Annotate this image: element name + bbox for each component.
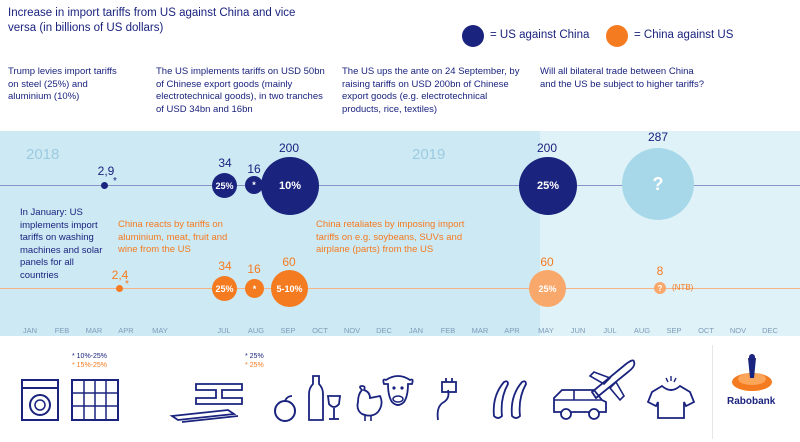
us-jul-value: 34 [218,156,232,170]
china-sep-circle: 5-10% [271,270,308,307]
note-january: In January: US implements import tariffs… [20,207,103,281]
note-us-50bn: The US implements tariffs on USD 50bn of… [156,66,325,115]
footnote-1-us: * 10%-25% [72,353,108,360]
china-may19-value: 60 [540,255,554,269]
us-mar-star: * [113,176,117,187]
soybean-icon [492,380,527,419]
tshirt-icon [646,376,696,419]
note-china-reacts: China reacts by tariffs on aluminium, me… [118,219,228,255]
china-jul-circle: 25% [212,276,237,301]
chart-title: Increase in import tariffs from US again… [8,7,296,34]
china-aug19-circle: ? [654,282,666,294]
us-mar-value: 2,9 [97,164,115,178]
month-label: MAY [538,326,554,335]
china-apr-dot [116,285,123,292]
footnote-1-china: * 15%-25% [72,362,108,369]
us-sep-value: 200 [278,141,300,155]
us-jul-circle: 25% [212,173,237,198]
steel-beam-icon [169,383,243,423]
china-aug19-note: (NTB) [672,283,694,292]
china-aug-circle: * [245,279,264,298]
us-sep19-circle: ? [622,148,694,220]
fruit-icon [274,395,296,422]
us-mar-dot [101,182,108,189]
china-aug19-value: 8 [656,264,664,278]
airplane-icon [588,359,636,402]
legend-us-dot [462,25,484,47]
legend-us-label: = US against China [490,29,590,41]
us-timeline-line [0,185,800,186]
month-label: NOV [729,326,747,335]
month-label: NOV [343,326,361,335]
month-label: SEP [666,326,682,335]
washing-machine-icon [21,379,59,421]
month-label: APR [118,326,134,335]
note-china-retaliates: China retaliates by imposing import tari… [316,219,465,255]
month-label: OCT [312,326,328,335]
china-jul-value: 34 [218,259,232,273]
note-steel: Trump levies import tariffs on steel (25… [8,66,117,102]
footnote-2-china: * 25% [245,362,264,369]
wine-icon [308,375,342,421]
china-sep-value: 60 [282,255,296,269]
note-us-200bn: The US ups the ante on 24 September, by … [342,66,520,115]
china-aug-value: 16 [247,262,261,276]
us-sep-circle: 10% [261,157,319,215]
cow-icon [382,375,414,406]
footnote-2-us: * 25% [245,353,264,360]
month-label: JAN [408,326,424,335]
china-apr-star: * [125,279,129,290]
month-label: JUL [217,326,231,335]
month-label: MAR [471,326,489,335]
month-label: MAR [85,326,103,335]
month-label: JAN [22,326,38,335]
us-aug-circle: * [245,176,263,194]
year-2019: 2019 [412,146,446,163]
chicken-icon [356,385,383,421]
solar-panel-icon [71,379,119,421]
note-question: Will all bilateral trade between China a… [540,66,705,90]
us-aug-value: 16 [247,162,261,176]
month-label: SEP [280,326,296,335]
month-label: MAY [152,326,168,335]
us-sep19-value: 287 [647,130,669,144]
suv-icon [553,389,607,420]
legend-china-label: = China against US [634,29,734,41]
rabobank-wordmark: Rabobank [727,396,776,407]
us-may19-value: 200 [536,141,558,155]
year-2018: 2018 [26,146,60,163]
month-label: AUG [247,326,265,335]
month-label: AUG [633,326,651,335]
month-label: DEC [762,326,778,335]
rabobank-logo-icon [732,354,772,391]
month-label: FEB [440,326,456,335]
legend-china-dot [606,25,628,47]
plug-icon [436,378,457,421]
china-may19-circle: 25% [529,270,566,307]
month-label: JUL [603,326,617,335]
month-label: FEB [54,326,70,335]
china-apr-value: 2,4 [111,268,129,282]
china-timeline-line [0,288,800,289]
month-label: OCT [698,326,714,335]
us-may19-circle: 25% [519,157,577,215]
month-label: JUN [570,326,586,335]
month-label: APR [504,326,520,335]
month-label: DEC [376,326,392,335]
